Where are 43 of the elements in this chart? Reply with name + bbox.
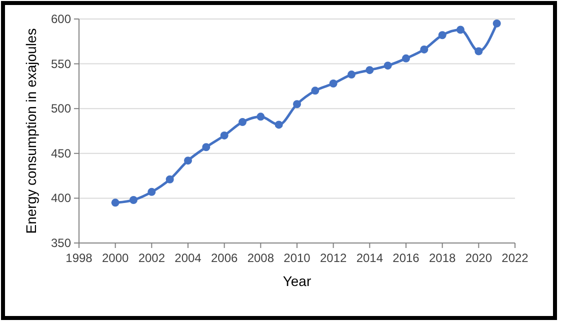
x-tick-label: 2016 — [392, 251, 420, 265]
point — [293, 100, 301, 108]
y-tick-label: 500 — [50, 102, 72, 116]
x-tick-label: 1998 — [66, 251, 93, 265]
x-tick-label: 2000 — [102, 251, 130, 265]
point — [238, 118, 246, 126]
point — [492, 19, 501, 28]
point — [366, 66, 374, 74]
point — [148, 188, 156, 196]
x-tick-label: 2018 — [428, 251, 456, 265]
x-tick-label: 2002 — [138, 251, 166, 265]
y-tick-label: 400 — [50, 191, 72, 206]
point — [438, 31, 446, 40]
y-axis-title: Energy consumption in exajoules — [23, 28, 39, 234]
point — [420, 45, 428, 54]
point — [202, 143, 210, 152]
x-tick-label: 2014 — [356, 251, 384, 265]
x-tick-label: 2020 — [465, 251, 492, 265]
point — [130, 196, 138, 204]
point — [220, 131, 228, 140]
y-tick-label: 600 — [50, 12, 72, 26]
point — [474, 47, 483, 56]
y-tick-label: 350 — [50, 236, 72, 250]
point — [111, 198, 120, 207]
point — [166, 175, 174, 184]
point — [184, 156, 192, 165]
point — [456, 26, 464, 34]
point — [311, 86, 320, 95]
x-axis-title: Year — [282, 273, 312, 289]
point — [329, 80, 338, 88]
x-tick-label: 2012 — [320, 251, 348, 265]
point — [384, 62, 392, 70]
x-tick-label: 2006 — [210, 251, 238, 265]
x-tick-label: 2008 — [247, 251, 274, 265]
x-tick-label: 2004 — [174, 251, 202, 265]
point — [256, 112, 265, 121]
y-tick-label: 550 — [50, 56, 72, 71]
y-tick-label: 450 — [50, 146, 72, 160]
x-tick-label: 2010 — [284, 251, 311, 265]
point — [348, 70, 356, 79]
point — [274, 120, 283, 129]
point — [402, 54, 410, 62]
x-tick-label: 2022 — [502, 251, 529, 265]
